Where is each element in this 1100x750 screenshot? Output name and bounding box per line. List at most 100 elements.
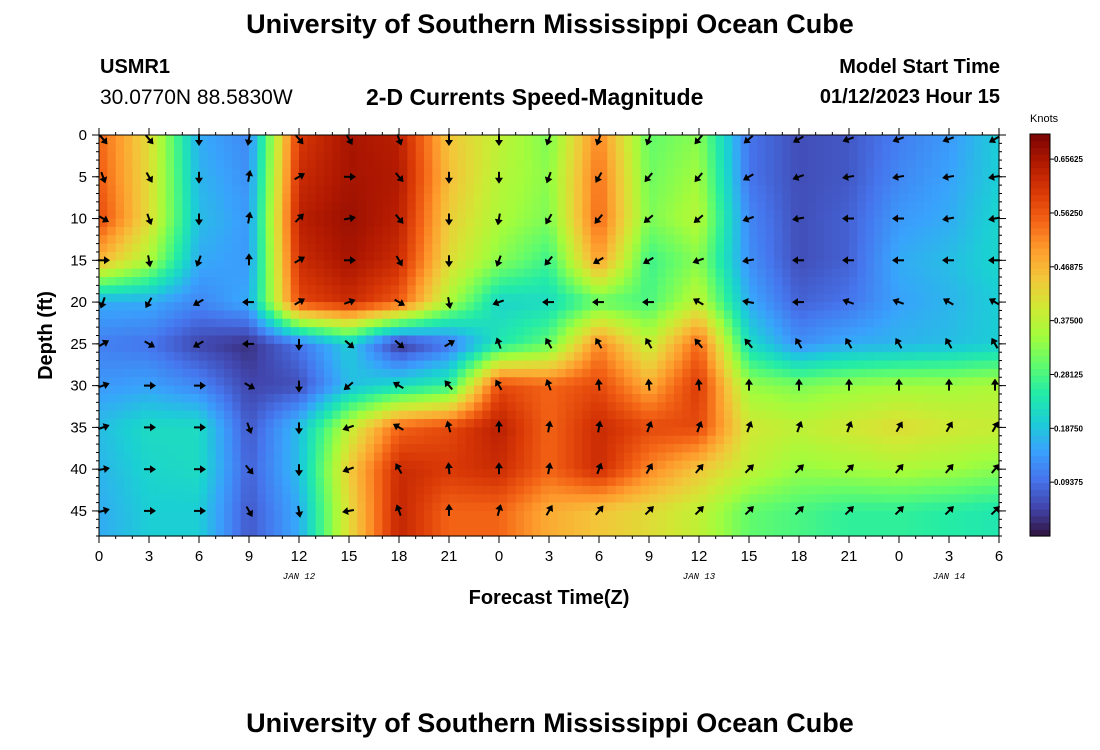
heatmap-cell xyxy=(557,485,567,495)
heatmap-cell xyxy=(457,460,467,470)
heatmap-cell xyxy=(582,310,592,320)
heatmap-cell xyxy=(874,469,883,479)
heatmap-cell xyxy=(557,377,567,387)
heatmap-cell xyxy=(157,452,167,462)
heatmap-cell xyxy=(232,419,242,428)
heatmap-cell xyxy=(574,410,583,420)
heatmap-cell xyxy=(465,151,475,161)
heatmap-cell xyxy=(474,160,483,170)
heatmap-cell xyxy=(157,210,167,220)
heatmap-cell xyxy=(232,410,242,420)
heatmap-cell xyxy=(240,502,250,512)
heatmap-cell xyxy=(607,485,617,495)
heatmap-cell xyxy=(290,452,300,462)
heatmap-cell xyxy=(315,318,325,328)
heatmap-cell xyxy=(190,519,200,529)
heatmap-cell xyxy=(774,452,783,462)
heatmap-cell xyxy=(140,427,150,437)
heatmap-cell xyxy=(957,485,967,495)
heatmap-cell xyxy=(757,360,767,370)
heatmap-cell xyxy=(857,385,867,395)
heatmap-cell xyxy=(657,160,667,170)
heatmap-cell xyxy=(665,444,675,454)
heatmap-cell xyxy=(482,469,492,479)
heatmap-cell xyxy=(315,385,325,395)
heatmap-cell xyxy=(924,469,933,479)
heatmap-cell xyxy=(957,327,967,337)
heatmap-cell xyxy=(707,201,717,211)
heatmap-cell xyxy=(815,310,825,320)
heatmap-cell xyxy=(582,243,592,253)
heatmap-cell xyxy=(440,293,450,303)
heatmap-cell xyxy=(265,402,275,412)
heatmap-cell xyxy=(882,151,892,161)
heatmap-cell xyxy=(499,160,508,170)
heatmap-cell xyxy=(490,293,500,303)
heatmap-cell xyxy=(765,352,775,362)
heatmap-cell xyxy=(124,318,133,328)
heatmap-cell xyxy=(249,427,258,437)
heatmap-cell xyxy=(307,494,317,504)
heatmap-cell xyxy=(699,343,708,353)
heatmap-cell xyxy=(832,368,842,378)
heatmap-cell xyxy=(390,210,400,220)
heatmap-cell xyxy=(690,143,700,153)
heatmap-cell xyxy=(715,419,725,428)
heatmap-cell xyxy=(232,268,242,278)
heatmap-cell xyxy=(757,268,767,278)
heatmap-cell xyxy=(640,385,650,395)
heatmap-cell xyxy=(282,277,292,286)
heatmap-cell xyxy=(907,343,917,353)
heatmap-cell xyxy=(574,377,583,387)
heatmap-cell xyxy=(382,352,392,362)
heatmap-cell xyxy=(357,402,367,412)
heatmap-cell xyxy=(890,226,900,236)
heatmap-cell xyxy=(574,352,583,362)
heatmap-cell xyxy=(115,393,125,403)
heatmap-cell xyxy=(974,393,983,403)
heatmap-cell xyxy=(757,226,767,236)
heatmap-cell xyxy=(332,243,342,253)
heatmap-cell xyxy=(640,510,650,520)
heatmap-cell xyxy=(282,327,292,337)
heatmap-cell xyxy=(307,485,317,495)
heatmap-cell xyxy=(199,235,208,245)
heatmap-cell xyxy=(190,427,200,437)
heatmap-cell xyxy=(340,277,350,286)
heatmap-cell xyxy=(774,235,783,245)
heatmap-cell xyxy=(624,444,633,454)
heatmap-cell xyxy=(315,419,325,428)
heatmap-cell xyxy=(440,318,450,328)
heatmap-cell xyxy=(782,260,792,270)
heatmap-cell xyxy=(457,335,467,345)
heatmap-cell xyxy=(840,218,850,228)
heatmap-cell xyxy=(649,360,658,370)
heatmap-cell xyxy=(257,218,267,228)
heatmap-cell xyxy=(590,419,600,428)
heatmap-cell xyxy=(799,419,808,428)
heatmap-cell xyxy=(124,243,133,253)
heatmap-cell xyxy=(265,327,275,337)
heatmap-cell xyxy=(632,285,642,295)
heatmap-cell xyxy=(865,135,875,144)
heatmap-cell xyxy=(157,360,167,370)
heatmap-cell xyxy=(474,485,483,495)
heatmap-cell xyxy=(532,327,542,337)
heatmap-cell xyxy=(807,285,817,295)
heatmap-cell xyxy=(165,477,175,487)
heatmap-cell xyxy=(749,210,758,220)
heatmap-cell xyxy=(407,185,417,195)
heatmap-cell xyxy=(265,452,275,462)
heatmap-cell xyxy=(407,285,417,295)
heatmap-cell xyxy=(307,402,317,412)
heatmap-cell xyxy=(715,485,725,495)
heatmap-cell xyxy=(124,210,133,220)
heatmap-cell xyxy=(449,176,458,186)
heatmap-cell xyxy=(732,135,742,144)
heatmap-cell xyxy=(224,485,233,495)
heatmap-cell xyxy=(915,160,925,170)
heatmap-cell xyxy=(832,502,842,512)
heatmap-cell xyxy=(624,310,633,320)
heatmap-cell xyxy=(949,343,958,353)
heatmap-cell xyxy=(565,427,575,437)
